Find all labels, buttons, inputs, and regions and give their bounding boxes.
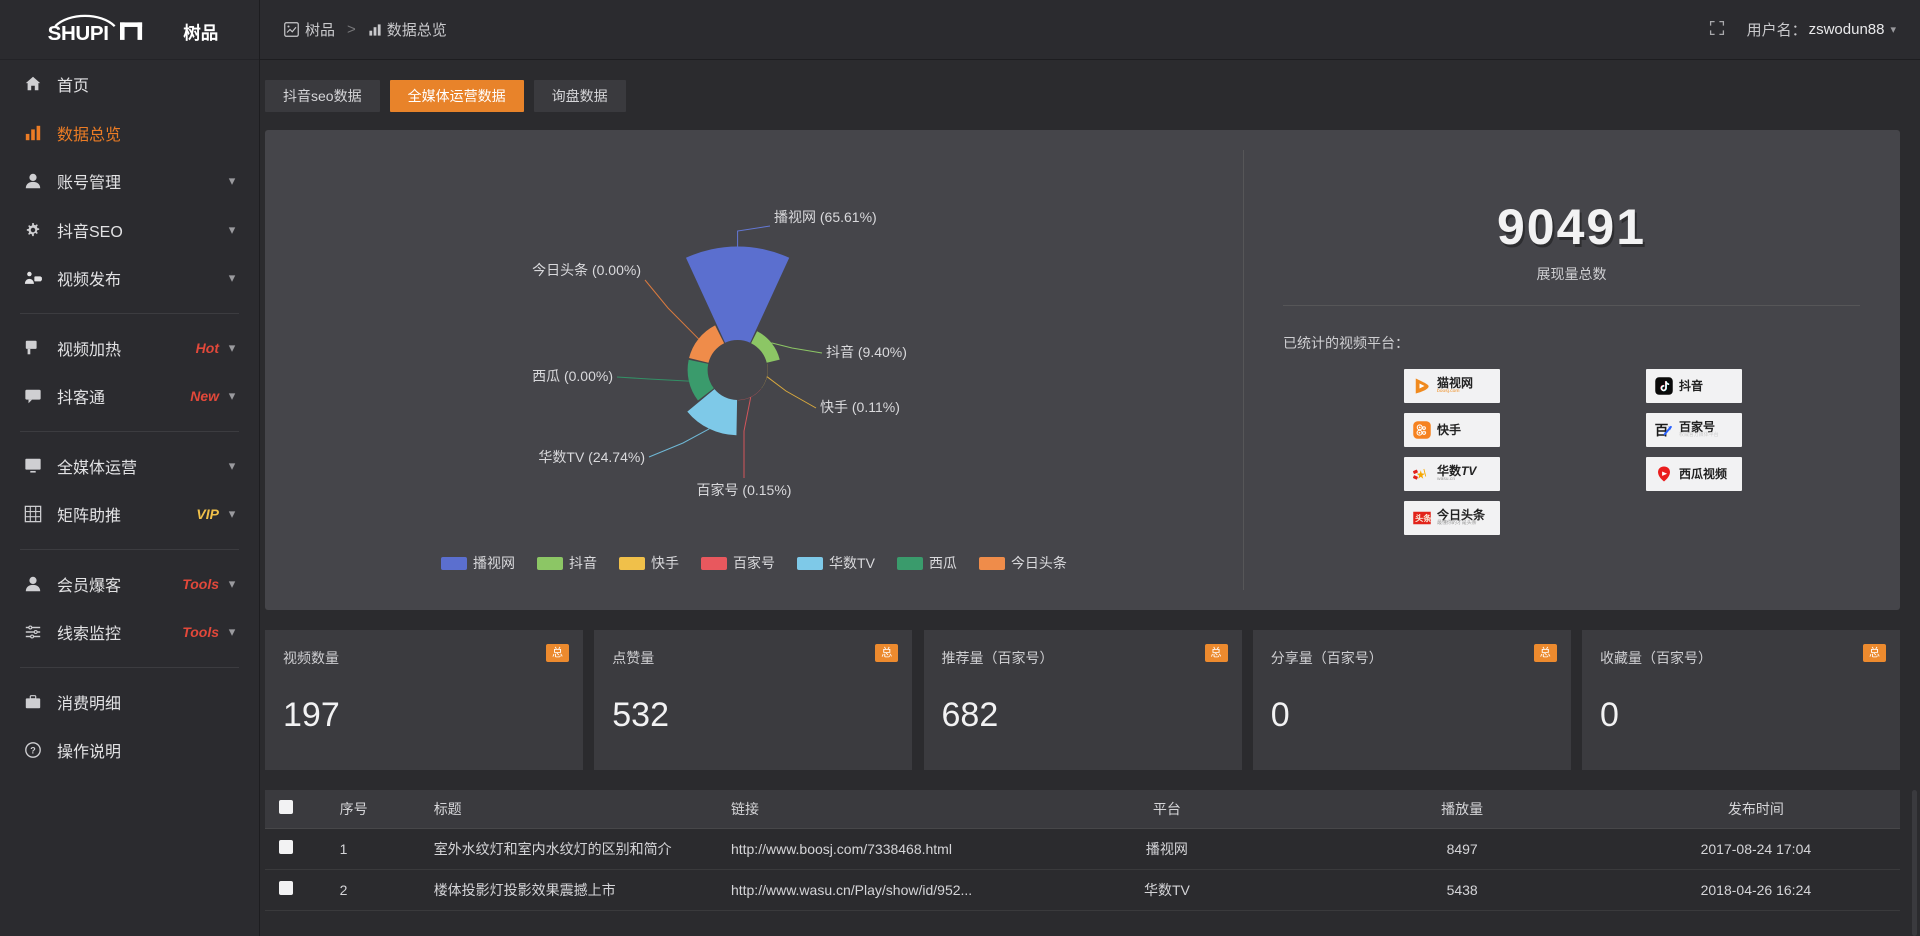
svg-text:树品: 树品 [183,23,218,43]
svg-text:华数TV (24.74%): 华数TV (24.74%) [538,449,645,465]
svg-text:百: 百 [1655,423,1669,438]
svg-text:抖音 (9.40%): 抖音 (9.40%) [826,344,907,360]
svg-text:?: ? [30,746,36,756]
svg-text:百家号 (0.15%): 百家号 (0.15%) [697,482,792,498]
svg-text:西瓜 (0.00%): 西瓜 (0.00%) [532,368,613,384]
svg-text:头条: 头条 [1415,513,1432,523]
svg-text:快手 (0.11%): 快手 (0.11%) [820,399,900,415]
svg-text:播视网 (65.61%): 播视网 (65.61%) [774,209,877,225]
svg-text:SHUPI: SHUPI [48,21,109,44]
svg-text:今日头条 (0.00%): 今日头条 (0.00%) [532,262,641,278]
